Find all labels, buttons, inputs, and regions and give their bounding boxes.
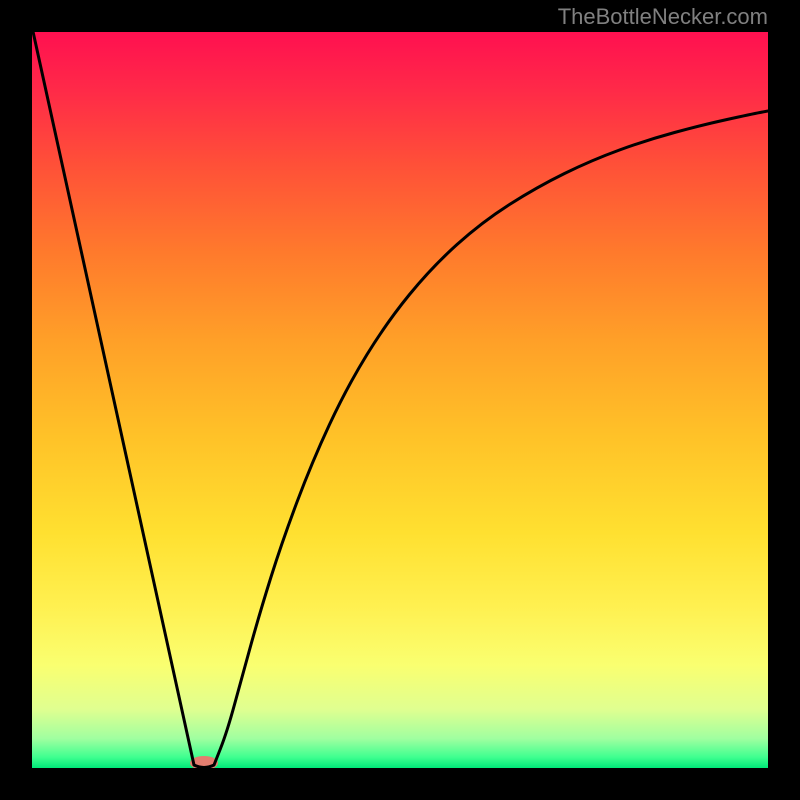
- watermark-text: TheBottleNecker.com: [558, 4, 768, 30]
- chart-container: TheBottleNecker.com: [0, 0, 800, 800]
- bottleneck-curve: [32, 32, 768, 768]
- plot-area: [32, 32, 768, 768]
- curve-layer: [32, 32, 768, 768]
